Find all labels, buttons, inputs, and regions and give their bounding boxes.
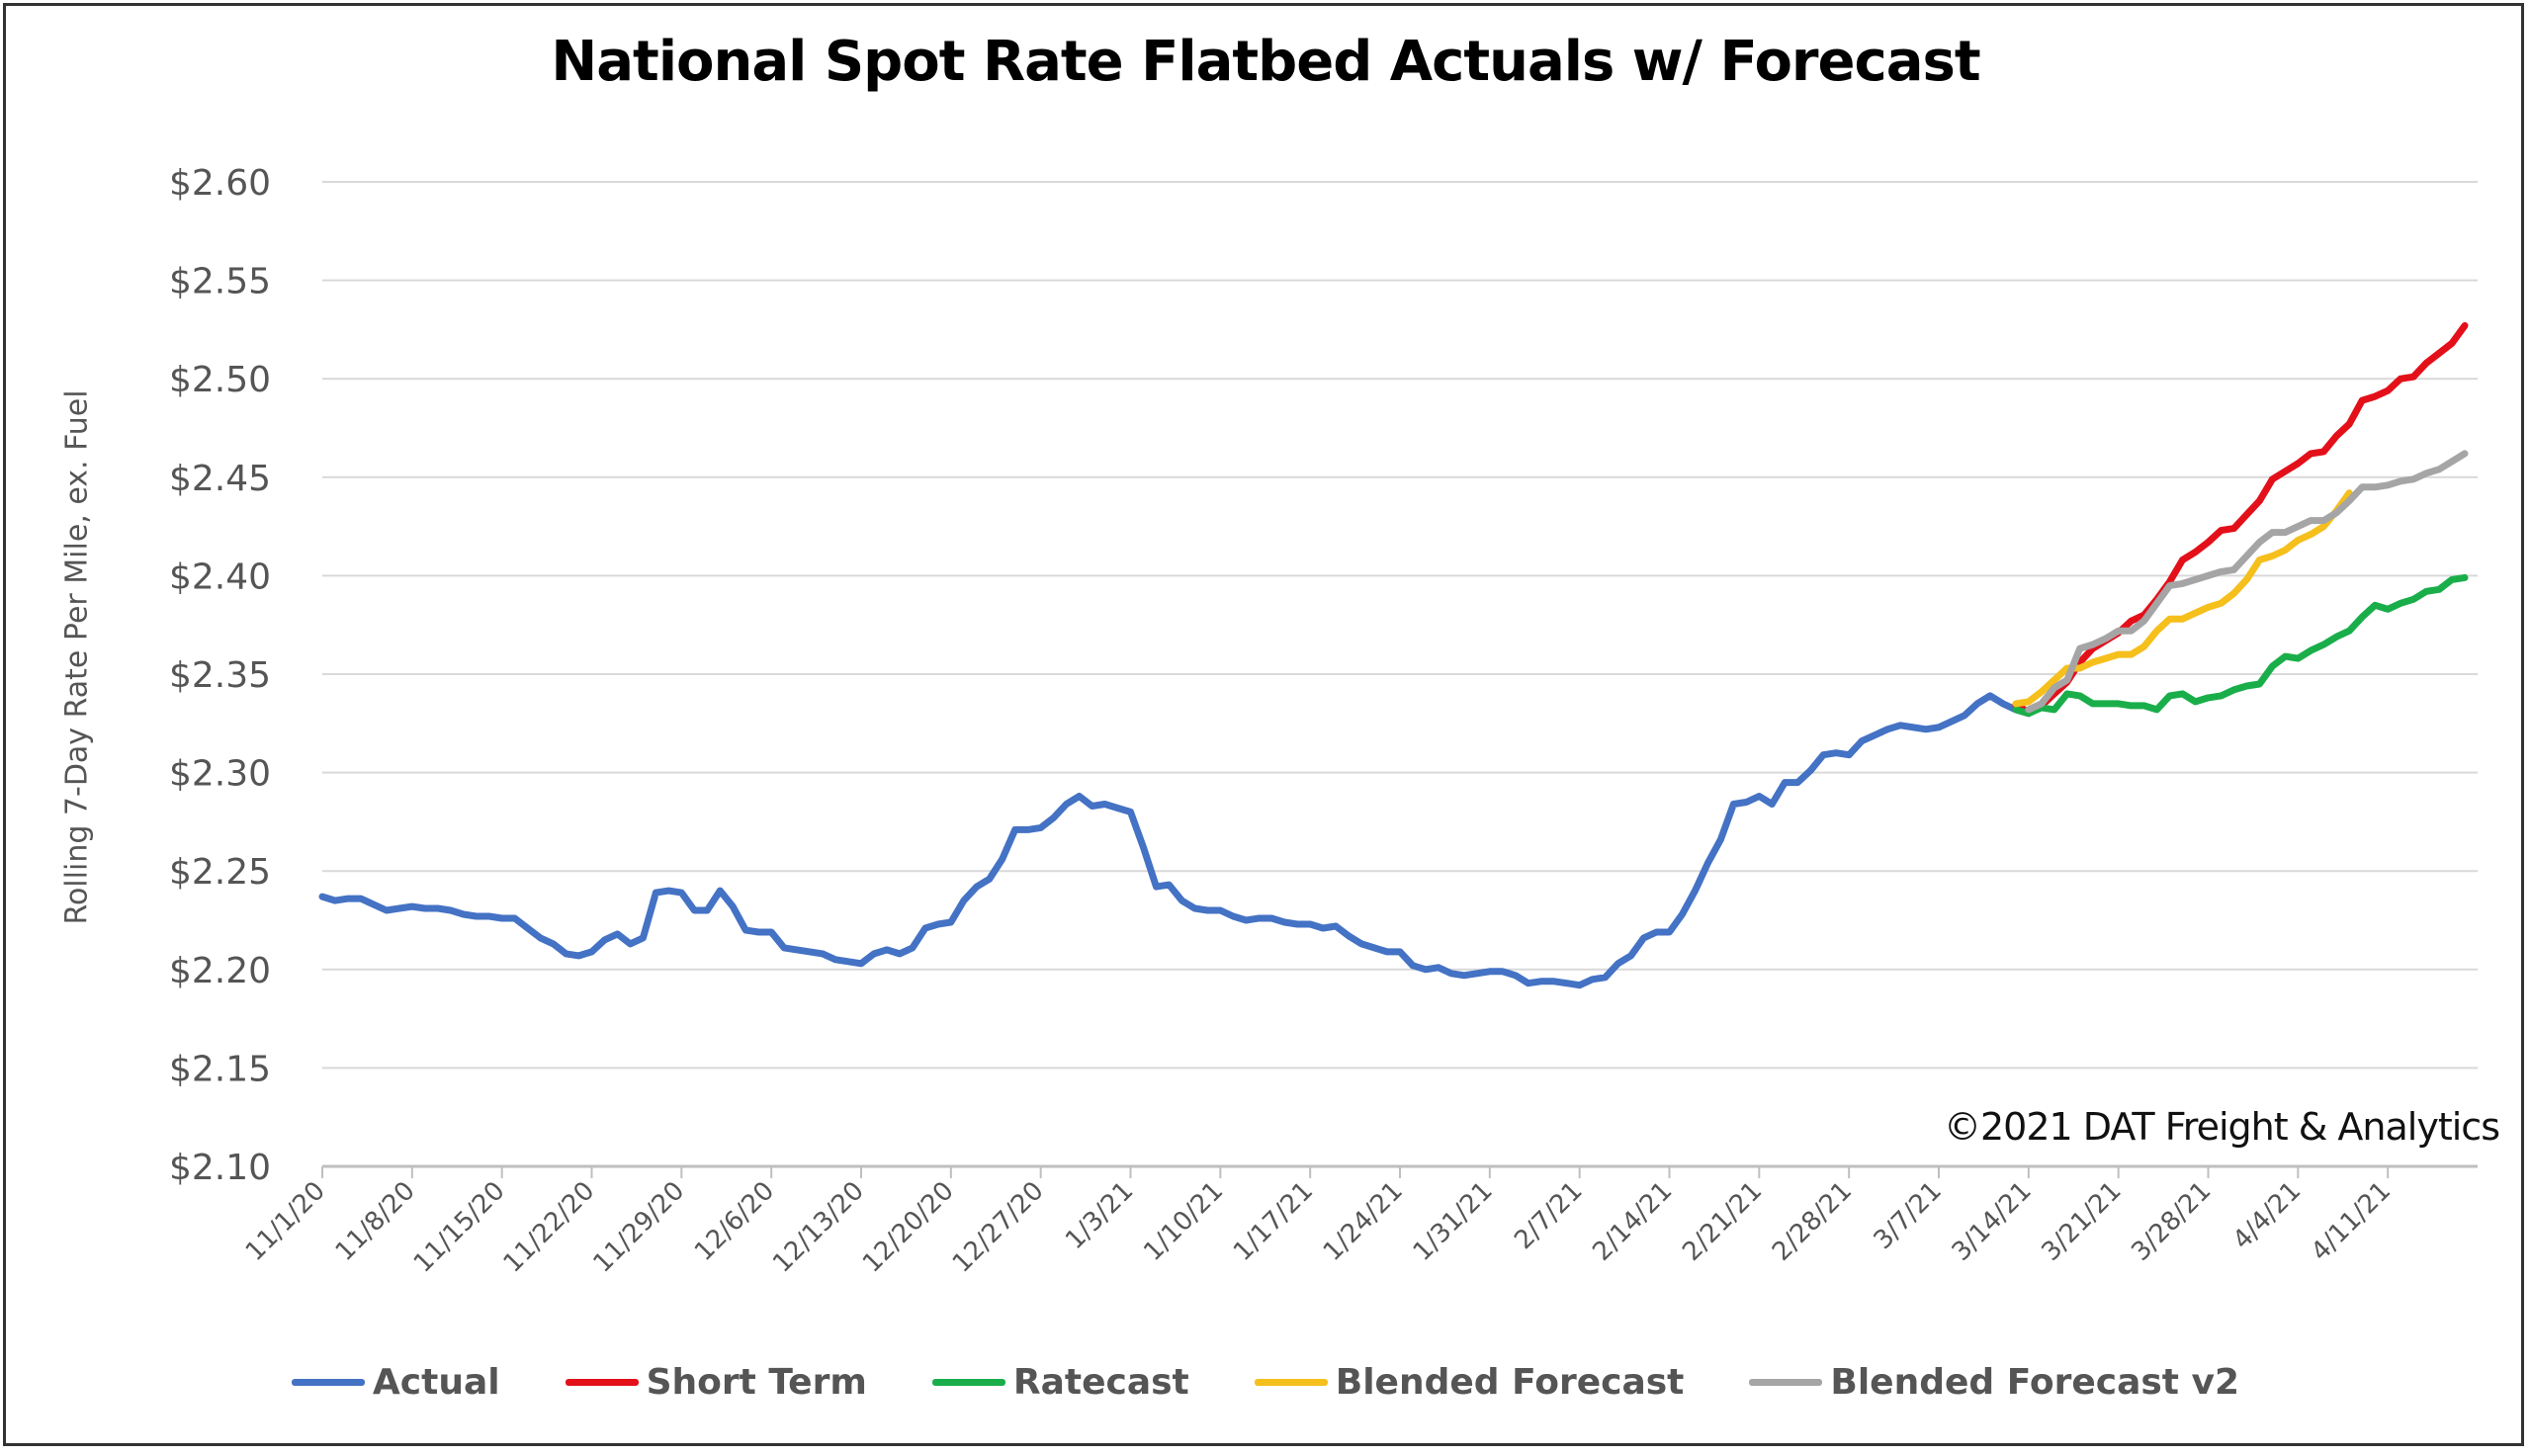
x-tick-label: 11/22/20 <box>498 1176 601 1279</box>
x-tick-label: 1/24/21 <box>1318 1176 1409 1267</box>
y-tick-label: $2.40 <box>169 557 271 597</box>
y-tick-label: $2.45 <box>169 459 271 499</box>
y-tick-label: $2.25 <box>169 852 271 893</box>
y-tick-label: $2.10 <box>169 1148 271 1188</box>
gridlines <box>321 181 2478 1178</box>
series-line-actual <box>318 692 2033 989</box>
x-tick-label: 1/17/21 <box>1228 1176 1319 1267</box>
y-tick-label: $2.60 <box>169 163 271 204</box>
series-line-blended-forecast-v2 <box>2025 450 2469 714</box>
y-tick-label: $2.15 <box>169 1049 271 1089</box>
y-tick-label: $2.35 <box>169 655 271 696</box>
series-lines <box>318 321 2469 989</box>
y-tick-label: $2.20 <box>169 951 271 991</box>
legend-item-blended-forecast-v2: Blended Forecast v2 <box>1749 1362 2239 1403</box>
x-tick-label: 11/1/20 <box>240 1176 331 1267</box>
legend-label: Actual <box>372 1362 500 1403</box>
legend-item-actual: Actual <box>291 1362 500 1403</box>
legend-label: Short Term <box>646 1362 867 1403</box>
legend-swatch <box>291 1379 365 1386</box>
series-line-short-term <box>2012 321 2469 716</box>
x-tick-label: 2/14/21 <box>1587 1176 1678 1267</box>
x-tick-label: 1/10/21 <box>1138 1176 1229 1267</box>
legend-swatch <box>931 1379 1005 1386</box>
x-tick-label: 4/4/21 <box>2227 1176 2307 1255</box>
legend: Actual Short Term Ratecast Blended Forecast… <box>0 1362 2531 1403</box>
x-tick-label: 11/29/20 <box>587 1176 690 1279</box>
legend-swatch <box>565 1379 639 1386</box>
x-tick-label: 3/28/21 <box>2126 1176 2217 1267</box>
y-tick-label: $2.30 <box>169 754 271 795</box>
x-tick-label: 12/27/20 <box>947 1176 1050 1279</box>
legend-item-blended-forecast: Blended Forecast <box>1254 1362 1685 1403</box>
x-tick-label: 2/21/21 <box>1677 1176 1768 1267</box>
chart-frame <box>3 3 2524 1446</box>
legend-item-short-term: Short Term <box>565 1362 867 1403</box>
x-tick-label: 2/28/21 <box>1767 1176 1858 1267</box>
series-line-ratecast <box>2012 573 2469 718</box>
x-tick-label: 11/15/20 <box>408 1176 511 1279</box>
y-tick-label: $2.55 <box>169 262 271 302</box>
x-tick-label: 1/3/21 <box>1060 1176 1139 1255</box>
legend-swatch <box>1254 1379 1328 1386</box>
x-tick-label: 12/20/20 <box>857 1176 960 1279</box>
legend-label: Blended Forecast <box>1335 1362 1685 1403</box>
x-tick-label: 2/7/21 <box>1509 1176 1588 1255</box>
legend-label: Blended Forecast v2 <box>1830 1362 2240 1403</box>
legend-swatch <box>1749 1379 1823 1386</box>
x-tick-label: 3/7/21 <box>1869 1176 1948 1255</box>
chart-title: National Spot Rate Flatbed Actuals w/ Fo… <box>551 30 1980 94</box>
x-tick-label: 4/11/21 <box>2306 1176 2397 1267</box>
x-tick-label: 3/21/21 <box>2037 1176 2128 1267</box>
x-tick-label: 1/31/21 <box>1408 1176 1499 1267</box>
x-tick-label: 11/8/20 <box>330 1176 421 1267</box>
copyright-annotation: ©2021 DAT Freight & Analytics <box>1944 1105 2500 1149</box>
y-tick-label: $2.50 <box>169 360 271 400</box>
legend-label: Ratecast <box>1012 1362 1189 1403</box>
x-tick-label: 12/6/20 <box>689 1176 780 1267</box>
legend-item-ratecast: Ratecast <box>931 1362 1189 1403</box>
x-tick-label: 12/13/20 <box>767 1176 870 1279</box>
x-tick-label: 3/14/21 <box>1947 1176 2038 1267</box>
